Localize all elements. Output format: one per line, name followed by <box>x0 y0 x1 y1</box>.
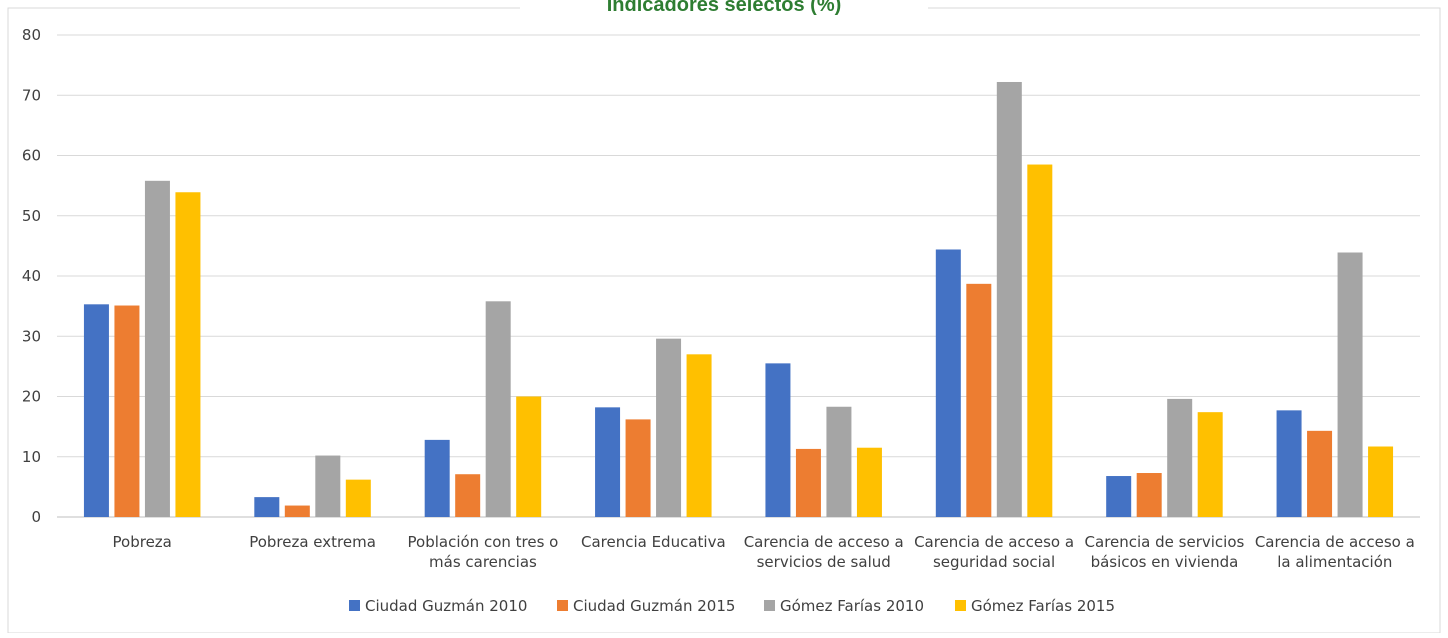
bar <box>826 406 852 517</box>
x-tick-label: Carencia de acceso a seguridad social <box>914 533 1074 571</box>
chart-title: Indicadores selectos (%) <box>607 0 842 16</box>
y-axis-ticks: 0 10 20 30 40 50 60 70 80 <box>22 26 41 526</box>
legend-label: Ciudad Guzmán 2015 <box>573 597 735 615</box>
x-tick-label: Pobreza <box>113 533 172 551</box>
bar <box>345 479 371 517</box>
x-tick-label-line: Carencia de servicios <box>1085 533 1245 551</box>
y-tick-label: 80 <box>22 26 41 44</box>
legend-swatch <box>955 600 966 611</box>
bar <box>996 81 1022 518</box>
bar <box>595 407 621 517</box>
x-tick-label-line: servicios de salud <box>757 553 891 571</box>
x-tick-label-line: Pobreza extrema <box>249 533 376 551</box>
legend-label: Ciudad Guzmán 2010 <box>365 597 527 615</box>
y-tick-label: 30 <box>22 327 41 345</box>
bar <box>1307 430 1333 517</box>
bar <box>1197 412 1223 517</box>
bar <box>625 419 651 517</box>
x-tick-label: Pobreza extrema <box>249 533 376 551</box>
bar <box>795 448 821 517</box>
legend-swatch <box>349 600 360 611</box>
y-tick-label: 20 <box>22 388 41 406</box>
x-tick-label-line: Carencia de acceso a <box>744 533 904 551</box>
bar <box>175 192 201 517</box>
title-backdrop <box>520 0 928 18</box>
bar <box>455 474 481 517</box>
bar <box>424 439 450 517</box>
x-tick-label-line: básicos en vivienda <box>1091 553 1239 571</box>
legend-swatch <box>557 600 568 611</box>
x-tick-label-line: más carencias <box>429 553 537 571</box>
x-tick-label: Carencia de servicios básicos en vivienda <box>1085 533 1245 571</box>
bar <box>1167 398 1193 517</box>
bar <box>516 396 542 517</box>
bar <box>1337 252 1363 517</box>
bar <box>856 447 882 517</box>
bar <box>114 305 140 517</box>
y-tick-label: 50 <box>22 207 41 225</box>
bar <box>1276 410 1302 517</box>
x-tick-label-line: la alimentación <box>1277 553 1392 571</box>
bar <box>1027 164 1053 517</box>
y-tick-label: 40 <box>22 267 41 285</box>
chart-frame <box>7 7 1441 634</box>
legend-swatch <box>764 600 775 611</box>
bar <box>656 338 682 517</box>
bar <box>1368 446 1394 517</box>
bar <box>144 180 170 517</box>
x-tick-label-line: Carencia Educativa <box>581 533 726 551</box>
bar <box>83 304 109 517</box>
x-tick-label: Carencia de acceso a servicios de salud <box>744 533 904 571</box>
gridlines <box>57 34 1420 518</box>
x-tick-label: Carencia de acceso a la alimentación <box>1255 533 1415 571</box>
bar <box>1136 473 1162 517</box>
bars <box>83 81 1394 518</box>
bar <box>966 283 992 517</box>
x-tick-label: Carencia Educativa <box>581 533 726 551</box>
legend: Ciudad Guzmán 2010 Ciudad Guzmán 2015 Góme… <box>349 597 1115 615</box>
bar <box>485 301 511 517</box>
legend-label: Gómez Farías 2015 <box>971 597 1115 615</box>
bar <box>765 363 791 517</box>
legend-label: Gómez Farías 2010 <box>780 597 924 615</box>
y-tick-label: 0 <box>31 508 41 526</box>
bar <box>1106 476 1132 517</box>
bar <box>254 497 280 517</box>
x-tick-label-line: Carencia de acceso a <box>1255 533 1415 551</box>
x-tick-label-line: Carencia de acceso a <box>914 533 1074 551</box>
x-tick-label-line: Población con tres o <box>408 533 559 551</box>
y-tick-label: 60 <box>22 147 41 165</box>
bar <box>935 249 961 518</box>
x-tick-label-line: Pobreza <box>113 533 172 551</box>
y-tick-label: 70 <box>22 86 41 104</box>
x-tick-label-line: seguridad social <box>933 553 1055 571</box>
x-axis-labels: Pobreza Pobreza extrema Población con tres… <box>113 533 1415 571</box>
bar <box>686 354 712 517</box>
y-tick-label: 10 <box>22 448 41 466</box>
x-tick-label: Población con tres o más carencias <box>408 533 559 571</box>
bar <box>284 505 310 517</box>
bar <box>315 455 341 517</box>
